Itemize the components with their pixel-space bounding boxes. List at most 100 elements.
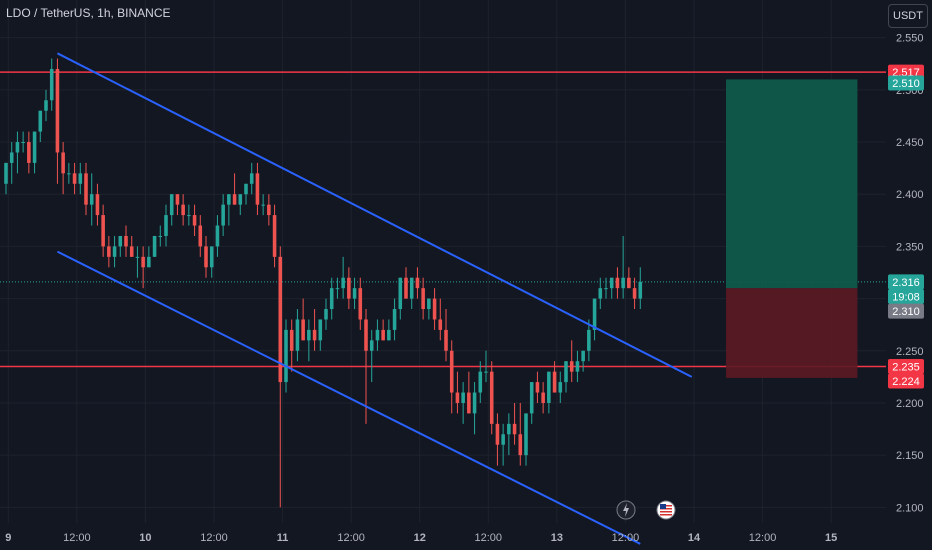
candle-body (598, 288, 603, 299)
candle-body (289, 329, 294, 351)
candle-body (61, 152, 65, 174)
candle-body (324, 309, 328, 320)
flag-stripe (660, 514, 672, 516)
y-tick-label: 2.550 (896, 33, 924, 45)
candle-body (404, 277, 408, 299)
candle-body (484, 371, 488, 373)
candle-body (261, 204, 265, 206)
x-tick-label: 11 (277, 532, 289, 544)
candle-body (581, 350, 585, 362)
candle-body (129, 246, 134, 257)
candle-body (249, 173, 254, 184)
price-tag-label: 2.310 (892, 306, 920, 318)
candle-body (89, 194, 94, 205)
candle-body (489, 371, 494, 424)
price-tag-box (888, 75, 924, 91)
candle-body (564, 361, 568, 383)
candle-body (227, 194, 231, 205)
candle-body (27, 142, 31, 163)
candle-body (318, 319, 323, 341)
candle-body (627, 277, 631, 289)
candle-body (529, 382, 534, 414)
candle-body (21, 142, 25, 144)
candle-body (169, 194, 174, 216)
candle-body (587, 329, 591, 351)
candle-body (507, 423, 511, 435)
candle-body (307, 329, 311, 341)
candle-body (4, 162, 8, 184)
x-tick-label: 12:00 (475, 532, 503, 544)
price-tag-label: 2.510 (892, 78, 920, 90)
candle-body (255, 173, 260, 205)
x-tick-label: 12 (414, 532, 426, 544)
candle-body (461, 392, 465, 403)
candle-body (112, 246, 117, 257)
y-tick-label: 2.400 (896, 189, 924, 201)
candle-body (632, 288, 637, 299)
candle-body (569, 361, 574, 372)
candle-body (284, 329, 288, 383)
candle-body (67, 173, 71, 175)
candle-body (467, 392, 471, 414)
candle-body (44, 100, 48, 111)
candle-body (95, 194, 100, 216)
candle-body (347, 277, 351, 299)
candle-body (535, 382, 540, 393)
candle-body (592, 298, 597, 330)
y-tick-label: 2.200 (896, 398, 924, 410)
candle-body (547, 371, 551, 403)
flag-us-icon (656, 500, 676, 520)
candle-body (512, 423, 517, 435)
y-tick-label: 2.100 (896, 502, 924, 514)
candle-body (147, 256, 151, 268)
candle-body (84, 173, 88, 205)
candle-body (364, 319, 368, 351)
price-tag-box (888, 358, 924, 374)
candle-body (244, 183, 248, 195)
candle-body (78, 173, 83, 184)
candle-body (444, 329, 448, 351)
candles (4, 58, 643, 508)
price-tag-label: 2.235 (892, 361, 920, 373)
x-tick-label: 12:00 (612, 532, 640, 544)
candle-body (352, 288, 357, 299)
candle-body (432, 298, 437, 320)
candle-body (118, 235, 123, 247)
channel-lines[interactable] (56, 52, 693, 545)
price-tag-label: 2.224 (892, 376, 920, 388)
event-markers[interactable] (616, 500, 676, 520)
candle-body (204, 246, 208, 268)
x-tick-label: 9 (5, 532, 11, 544)
position-zones[interactable] (726, 79, 858, 378)
y-tick-label: 2.150 (896, 450, 924, 462)
time-axis[interactable]: 9 12:00 10 12:00 11 12:00 12 12:00 13 12:00 14 12:0… (5, 532, 837, 544)
price-tag-box (888, 373, 924, 389)
candle-body (392, 309, 397, 330)
candle-body (638, 281, 643, 299)
candle-body (232, 194, 237, 205)
candle-body (312, 329, 317, 341)
y-tick-label: 2.350 (896, 241, 924, 253)
candle-body (381, 329, 385, 341)
x-tick-label: 14 (688, 532, 701, 544)
candle-body (55, 68, 60, 153)
channel-line (56, 250, 641, 545)
candle-body (369, 340, 374, 351)
candle-body (455, 392, 460, 403)
candle-body (38, 110, 43, 132)
candle-body (215, 225, 220, 247)
lightning-icon-glyph (623, 503, 629, 517)
price-tag-label: 19:08 (892, 292, 920, 304)
candle-body (575, 361, 580, 372)
candle-body (124, 235, 128, 247)
currency-button[interactable]: USDT (888, 4, 928, 28)
x-tick-label: 10 (139, 532, 151, 544)
flag-stripe (660, 511, 672, 513)
candle-body (141, 256, 145, 268)
candle-body (135, 256, 140, 258)
candle-body (501, 434, 505, 445)
x-tick-label: 15 (825, 532, 837, 544)
